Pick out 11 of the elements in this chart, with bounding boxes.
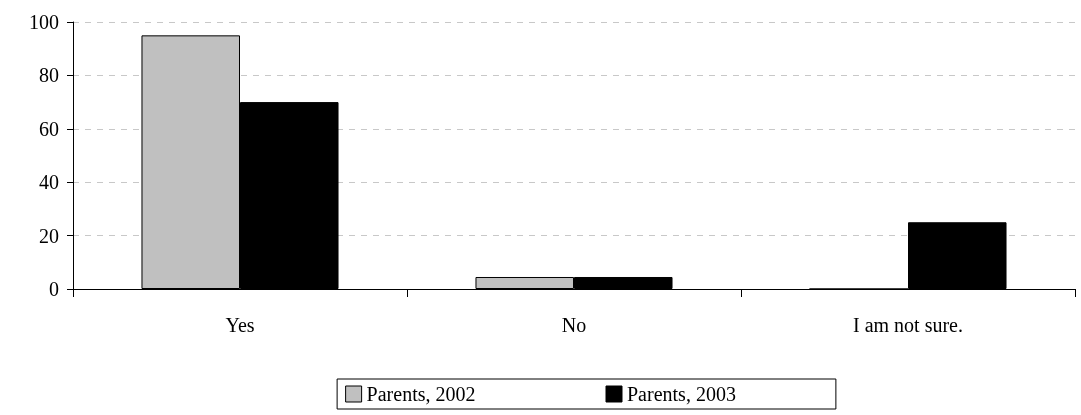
y-tick-label: 40	[39, 171, 59, 194]
y-tick-label: 0	[49, 278, 59, 300]
legend-label: Parents, 2003	[627, 383, 736, 405]
x-tick-label: I am not sure.	[853, 314, 963, 336]
y-tick-label: 20	[39, 224, 59, 247]
y-tick-label: 60	[39, 117, 59, 140]
y-tick-label: 80	[39, 64, 59, 87]
x-tick-label: No	[561, 314, 587, 336]
x-tick-label: Yes	[225, 314, 255, 336]
legend-label: Parents, 2002	[366, 383, 476, 405]
y-tick-label: 100	[29, 11, 59, 33]
